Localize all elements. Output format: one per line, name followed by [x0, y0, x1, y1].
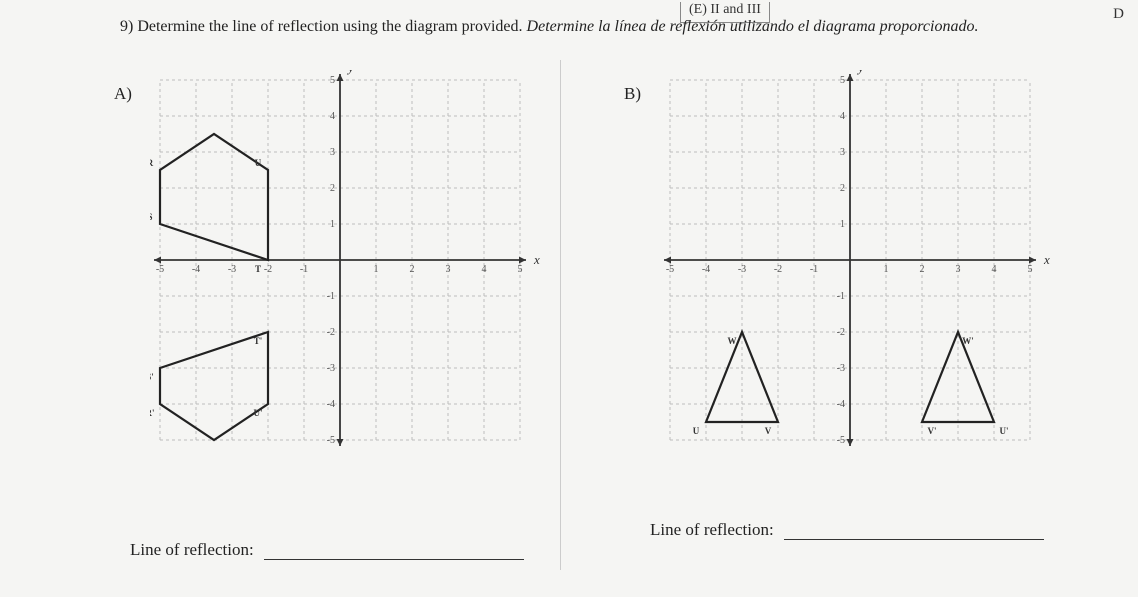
- svg-text:-4: -4: [702, 264, 710, 275]
- svg-text:U: U: [693, 426, 700, 436]
- svg-text:-4: -4: [192, 264, 200, 275]
- svg-text:5: 5: [840, 75, 845, 86]
- answer-b: Line of reflection:: [650, 520, 1044, 540]
- svg-text:V: V: [765, 426, 772, 436]
- svg-text:-2: -2: [774, 264, 782, 275]
- svg-text:V': V': [928, 426, 937, 436]
- svg-text:3: 3: [956, 264, 961, 275]
- svg-text:T': T': [254, 336, 263, 346]
- svg-text:y: y: [346, 70, 354, 75]
- svg-text:-1: -1: [837, 291, 845, 302]
- svg-text:-4: -4: [327, 399, 335, 410]
- question-9: 9) Determine the line of reflection usin…: [120, 16, 1108, 38]
- svg-text:4: 4: [330, 111, 335, 122]
- svg-text:5: 5: [330, 75, 335, 86]
- answer-a-label: Line of reflection:: [130, 540, 254, 559]
- svg-text:-1: -1: [327, 291, 335, 302]
- svg-text:-5: -5: [327, 435, 335, 446]
- question-text-es: Determine la línea de reflexión utilizan…: [527, 18, 979, 35]
- svg-text:R: R: [150, 158, 154, 168]
- answer-a-blank[interactable]: [264, 546, 524, 560]
- svg-text:-5: -5: [156, 264, 164, 275]
- svg-text:-2: -2: [264, 264, 272, 275]
- svg-text:S: S: [150, 212, 153, 222]
- svg-text:2: 2: [330, 183, 335, 194]
- graph-b: x y -5 -4 -3 -2 -1 1 2 3 4 5 -5 -4 -3 -2 -1 1 2 3 4 5 U W V V' W' U…: [660, 70, 1060, 450]
- svg-text:W: W: [728, 336, 737, 346]
- svg-text:-3: -3: [327, 363, 335, 374]
- answer-b-label: Line of reflection:: [650, 520, 774, 539]
- svg-text:1: 1: [374, 264, 379, 275]
- svg-text:1: 1: [330, 219, 335, 230]
- svg-text:2: 2: [410, 264, 415, 275]
- svg-text:S': S': [150, 372, 154, 382]
- svg-text:4: 4: [992, 264, 997, 275]
- panel-a-label: A): [114, 84, 132, 104]
- svg-text:U': U': [254, 408, 263, 418]
- svg-text:4: 4: [482, 264, 487, 275]
- svg-text:y: y: [856, 70, 864, 75]
- svg-text:2: 2: [840, 183, 845, 194]
- svg-text:x: x: [1043, 252, 1050, 267]
- svg-text:T: T: [255, 264, 261, 274]
- svg-text:R': R': [150, 408, 155, 418]
- question-text-en: Determine the line of reflection using t…: [137, 18, 522, 35]
- svg-text:-1: -1: [300, 264, 308, 275]
- svg-text:-4: -4: [837, 399, 845, 410]
- svg-text:U': U': [1000, 426, 1009, 436]
- svg-text:1: 1: [884, 264, 889, 275]
- svg-text:3: 3: [330, 147, 335, 158]
- svg-text:4: 4: [840, 111, 845, 122]
- panel-b-label: B): [624, 84, 641, 104]
- svg-text:5: 5: [518, 264, 523, 275]
- svg-text:-1: -1: [810, 264, 818, 275]
- svg-text:-5: -5: [837, 435, 845, 446]
- svg-text:-2: -2: [837, 327, 845, 338]
- question-number: 9): [120, 18, 133, 35]
- worksheet-page: (E) II and III D 9) Determine the line o…: [0, 0, 1138, 597]
- graph-a: x y -5 -4 -3 -2 -1 1 2 3 4 5 -5 -4 -3 -2 -1 1 2 3 4 5 S R U T S' R'…: [150, 70, 550, 450]
- answer-a: Line of reflection:: [130, 540, 524, 560]
- answer-b-blank[interactable]: [784, 526, 1044, 540]
- svg-text:x: x: [533, 252, 540, 267]
- svg-text:U: U: [255, 158, 262, 168]
- svg-text:5: 5: [1028, 264, 1033, 275]
- svg-text:-5: -5: [666, 264, 674, 275]
- svg-text:W': W': [962, 336, 974, 346]
- svg-text:-3: -3: [738, 264, 746, 275]
- svg-text:-3: -3: [228, 264, 236, 275]
- svg-text:-3: -3: [837, 363, 845, 374]
- panel-divider: [560, 60, 561, 570]
- fragment-option-d: D: [1113, 6, 1124, 23]
- svg-text:3: 3: [840, 147, 845, 158]
- svg-text:3: 3: [446, 264, 451, 275]
- svg-text:1: 1: [840, 219, 845, 230]
- svg-text:2: 2: [920, 264, 925, 275]
- svg-text:-2: -2: [327, 327, 335, 338]
